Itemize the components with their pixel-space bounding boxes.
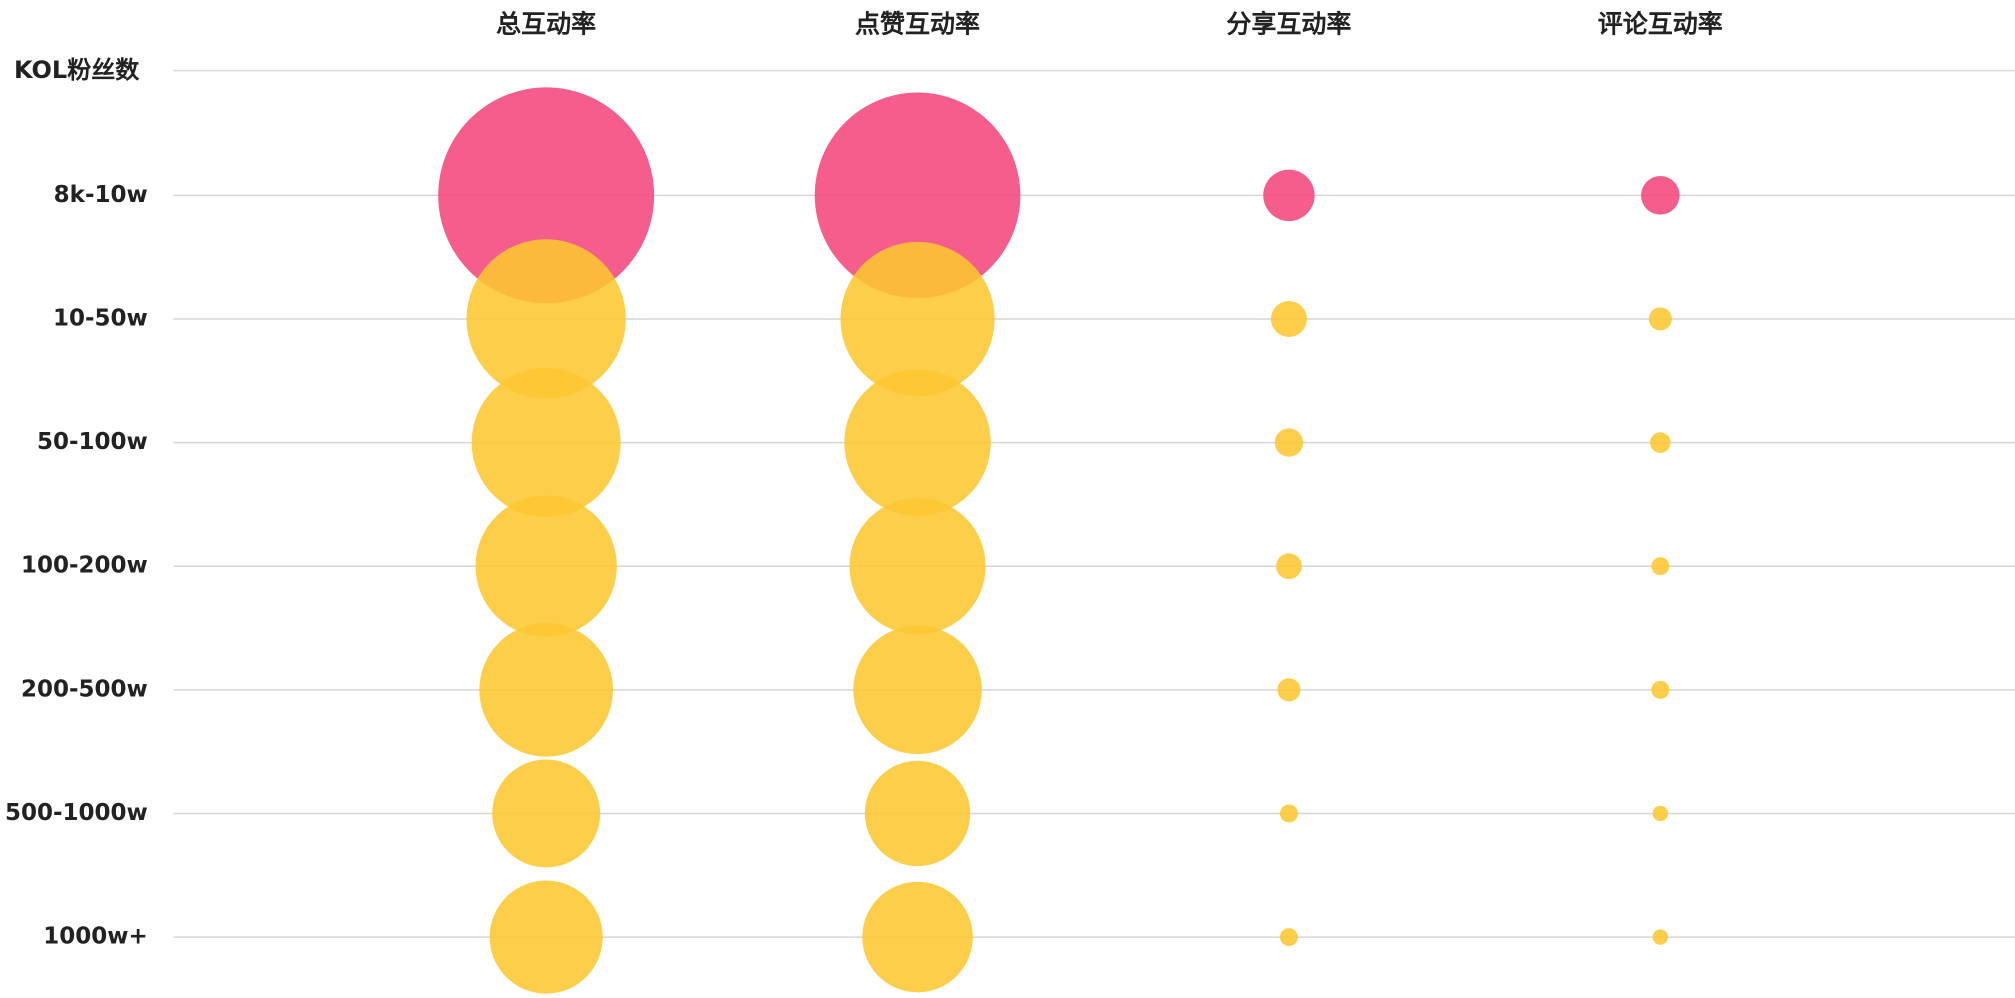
bubble <box>475 495 617 637</box>
bubble <box>1651 557 1670 576</box>
y-tick-label: 500-1000w <box>5 800 148 826</box>
bubble <box>1652 805 1669 822</box>
bubble <box>479 623 613 757</box>
column-header: 总互动率 <box>496 10 596 39</box>
y-tick-label: 1000w+ <box>43 924 148 950</box>
bubble <box>471 368 621 518</box>
bubble <box>840 241 995 397</box>
bubble <box>849 498 986 635</box>
bubble <box>489 880 603 994</box>
bubble <box>1277 678 1301 702</box>
bubble <box>1274 428 1304 457</box>
y-tick-label: 8k-10w <box>54 182 148 208</box>
bubble <box>466 239 626 399</box>
bubble <box>1651 680 1670 699</box>
column-header: 点赞互动率 <box>855 10 980 39</box>
y-tick-label: 100-200w <box>21 553 148 579</box>
y-tick-label: 50-100w <box>37 429 148 455</box>
bubble <box>1648 307 1672 331</box>
column-header: 分享互动率 <box>1226 10 1351 39</box>
bubble <box>492 759 601 868</box>
bubble <box>438 87 655 304</box>
bubble <box>864 760 971 867</box>
y-tick-label: 10-50w <box>53 305 148 331</box>
bubble <box>1652 929 1669 945</box>
bubble <box>1270 300 1307 337</box>
bubble <box>1279 928 1298 947</box>
bubble <box>1279 804 1298 823</box>
bubble <box>1650 432 1671 453</box>
bubble <box>853 625 982 755</box>
column-header: 评论互动率 <box>1598 10 1723 39</box>
bubble <box>1641 176 1680 215</box>
bubble <box>1263 169 1315 222</box>
y-tick-label: 200-500w <box>21 676 148 702</box>
bubble <box>844 369 991 516</box>
y-axis-label: KOL粉丝数 <box>14 56 140 84</box>
bubble <box>814 92 1021 299</box>
bubble <box>862 881 973 993</box>
bubble <box>1276 553 1302 580</box>
